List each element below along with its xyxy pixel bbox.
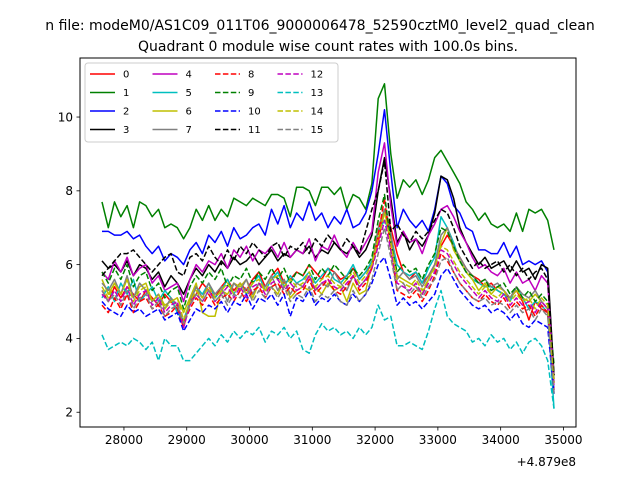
series-line-5	[101, 215, 555, 409]
plot-lines	[101, 83, 555, 409]
legend-label-12: 12	[311, 70, 324, 81]
legend-label-7: 7	[186, 125, 192, 136]
y-tick-label: 2	[65, 406, 73, 420]
legend-label-6: 6	[186, 107, 192, 118]
x-tick-label: 28000	[105, 433, 143, 447]
series-line-13	[101, 289, 555, 409]
legend-label-1: 1	[123, 88, 129, 99]
legend-label-8: 8	[248, 70, 254, 81]
series-line-12	[101, 219, 555, 387]
figure-suptitle: n file: modeM0/AS1C09_011T06_9000006478_…	[45, 18, 594, 34]
legend-label-5: 5	[186, 88, 192, 99]
legend-label-11: 11	[248, 125, 261, 136]
x-tick-label: 34000	[482, 433, 520, 447]
series-line-2	[102, 108, 555, 394]
series-line-14	[101, 212, 555, 383]
y-tick-label: 6	[65, 258, 73, 272]
legend-box	[84, 62, 339, 143]
legend-label-9: 9	[248, 88, 254, 99]
x-tick-label: 31000	[293, 433, 331, 447]
x-axis-offset-label: +4.879e8	[517, 455, 576, 469]
series-line-1	[101, 83, 555, 251]
legend-label-13: 13	[311, 88, 324, 99]
x-tick-label: 30000	[230, 433, 268, 447]
legend-label-2: 2	[123, 107, 129, 118]
x-tick-label: 32000	[356, 433, 394, 447]
series-line-11	[101, 160, 555, 376]
x-tick-label: 35000	[544, 433, 582, 447]
x-tick-label: 33000	[419, 433, 457, 447]
series-line-8	[101, 197, 555, 391]
y-tick-label: 8	[65, 184, 73, 198]
series-line-4	[101, 142, 555, 380]
plot-frame	[79, 57, 577, 428]
series-line-10	[101, 256, 555, 394]
legend-label-14: 14	[311, 107, 324, 118]
y-axis-ticks: 2 4 6 8 10	[58, 110, 80, 420]
x-tick-label: 29000	[168, 433, 206, 447]
legend-label-15: 15	[311, 125, 324, 136]
y-tick-label: 10	[58, 110, 73, 124]
x-axis-ticks: 28000 29000 30000 31000 32000 33000 34000 35000	[105, 427, 583, 447]
legend-label-10: 10	[248, 107, 261, 118]
series-line-15	[101, 226, 555, 394]
legend-label-0: 0	[123, 70, 129, 81]
chart-title: Quadrant 0 module wise count rates with …	[138, 39, 518, 55]
y-tick-label: 4	[65, 332, 73, 346]
legend-label-3: 3	[123, 125, 129, 136]
legend-label-4: 4	[186, 70, 192, 81]
